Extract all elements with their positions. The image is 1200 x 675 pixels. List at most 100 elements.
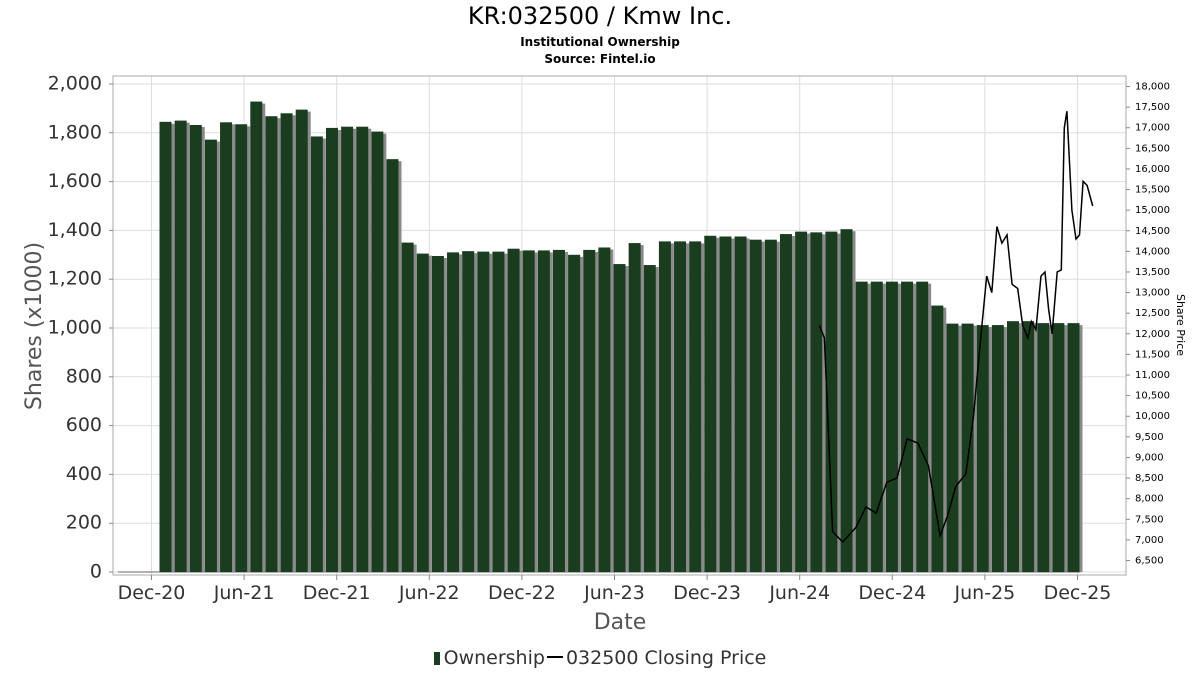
y-tick-label: 800: [66, 365, 102, 387]
y2-tick-label: 9,000: [1135, 452, 1164, 463]
x-tick-label: Dec-22: [488, 582, 556, 604]
x-tick-label: Dec-20: [118, 582, 186, 604]
y2-tick-label: 12,000: [1135, 329, 1170, 340]
ownership-bar: [1067, 323, 1080, 572]
ownership-bar: [462, 251, 475, 572]
y2-tick-label: 12,500: [1135, 308, 1170, 319]
ownership-bar: [1022, 321, 1035, 572]
right-y-axis: 6,500 7,000 7,500 8,000 8,500 9,000 9,500 10,00…: [1126, 82, 1170, 567]
ownership-bar: [1037, 323, 1050, 572]
x-tick-label: Jun-22: [398, 582, 460, 604]
chart-title: KR:032500 / Kmw Inc.: [467, 2, 733, 30]
y-tick-label: 200: [66, 512, 102, 534]
ownership-bar: [870, 281, 883, 572]
y-tick-label: 1,600: [48, 170, 102, 192]
ownership-bar: [1052, 323, 1065, 572]
ownership-bar: [840, 229, 853, 572]
ownership-bar: [447, 252, 460, 573]
x-axis: Dec-20 Jun-21 Dec-21 Jun-22 Dec-22 Jun-23 Dec-…: [118, 575, 1112, 604]
ownership-bar: [704, 235, 717, 572]
left-y-axis: 0 200 400 600 800 1,000 1,200 1,400 1,600 1,800 2,…: [48, 73, 113, 583]
price-line-layer: [818, 111, 1094, 544]
ownership-bar: [991, 325, 1004, 572]
ownership-bar: [325, 127, 338, 573]
ownership-bar: [386, 159, 399, 573]
ownership-bar: [507, 248, 520, 572]
ownership-bar: [795, 231, 808, 572]
y-tick-label: 1,000: [48, 317, 102, 339]
legend-price-label: 032500 Closing Price: [565, 647, 767, 669]
ownership-bar: [810, 232, 823, 573]
y2-axis-label: Share Price: [1174, 294, 1187, 356]
y2-tick-label: 10,000: [1135, 411, 1170, 422]
ownership-bar: [522, 250, 535, 572]
ownership-bar: [371, 131, 384, 572]
plot-area: [112, 75, 1127, 576]
ownership-bar: [961, 323, 974, 572]
x-tick-label: Dec-23: [673, 582, 741, 604]
ownership-bar: [976, 325, 989, 572]
ownership-bar: [280, 113, 293, 572]
y2-tick-label: 7,500: [1135, 514, 1164, 525]
y2-tick-label: 8,000: [1135, 494, 1164, 505]
y2-tick-label: 13,000: [1135, 288, 1170, 299]
ownership-bar: [295, 109, 308, 573]
ownership-bar: [416, 253, 429, 572]
ownership-bar: [613, 264, 626, 572]
ownership-bar: [916, 281, 929, 572]
y-axis-label: Shares (x1000): [22, 242, 47, 410]
y-tick-label: 0: [90, 561, 102, 583]
ownership-bar: [658, 241, 671, 572]
y2-tick-label: 15,500: [1135, 185, 1170, 196]
ownership-bar: [689, 241, 702, 572]
ownership-bar: [174, 120, 187, 572]
ownership-bar: [204, 139, 217, 572]
x-tick-label: Dec-24: [858, 582, 926, 604]
ownership-bar: [159, 121, 172, 572]
ownership-bar: [310, 136, 323, 572]
legend: Ownership 032500 Closing Price: [0, 647, 1200, 669]
x-tick-label: Jun-23: [583, 582, 645, 604]
ownership-bar: [220, 122, 233, 573]
y2-tick-label: 18,000: [1135, 82, 1170, 93]
ownership-bar: [477, 251, 490, 573]
y2-tick-label: 6,500: [1135, 556, 1164, 567]
y2-tick-label: 17,500: [1135, 102, 1170, 113]
ownership-bar: [265, 116, 278, 572]
x-tick-label: Jun-24: [768, 582, 830, 604]
y-tick-label: 1,400: [48, 219, 102, 241]
ownership-bar: [734, 236, 747, 572]
price-line: [818, 111, 1094, 544]
ownership-bar: [764, 239, 777, 572]
y-tick-label: 400: [66, 463, 102, 485]
ownership-bar: [401, 242, 414, 572]
ownership-bar: [855, 281, 868, 572]
y2-tick-label: 11,500: [1135, 349, 1170, 360]
y2-tick-label: 14,500: [1135, 226, 1170, 237]
ownership-bar: [431, 256, 444, 572]
ownership-bar: [749, 239, 762, 572]
y2-tick-label: 15,000: [1135, 205, 1170, 216]
y2-tick-label: 7,000: [1135, 535, 1164, 546]
y2-tick-label: 17,000: [1135, 123, 1170, 134]
x-tick-label: Jun-25: [954, 582, 1016, 604]
ownership-bar: [628, 243, 641, 572]
x-tick-label: Dec-21: [303, 582, 371, 604]
x-tick-label: Dec-25: [1044, 582, 1112, 604]
ownership-bar: [719, 236, 732, 572]
y2-tick-label: 8,500: [1135, 473, 1164, 484]
ownership-bar: [779, 234, 792, 572]
ownership-bar: [598, 247, 611, 573]
ownership-bar: [946, 323, 959, 572]
chart-subtitle: Institutional Ownership: [520, 35, 680, 49]
y-tick-label: 1,800: [48, 121, 102, 143]
legend-ownership-swatch: [433, 652, 440, 665]
chart-source: Source: Fintel.io: [544, 52, 656, 66]
ownership-bar: [552, 249, 565, 573]
ownership-bar: [189, 124, 202, 572]
ownership-bar: [235, 124, 248, 572]
y2-tick-label: 13,500: [1135, 267, 1170, 278]
ownership-bar: [885, 281, 898, 572]
x-tick-label: Jun-21: [213, 582, 275, 604]
